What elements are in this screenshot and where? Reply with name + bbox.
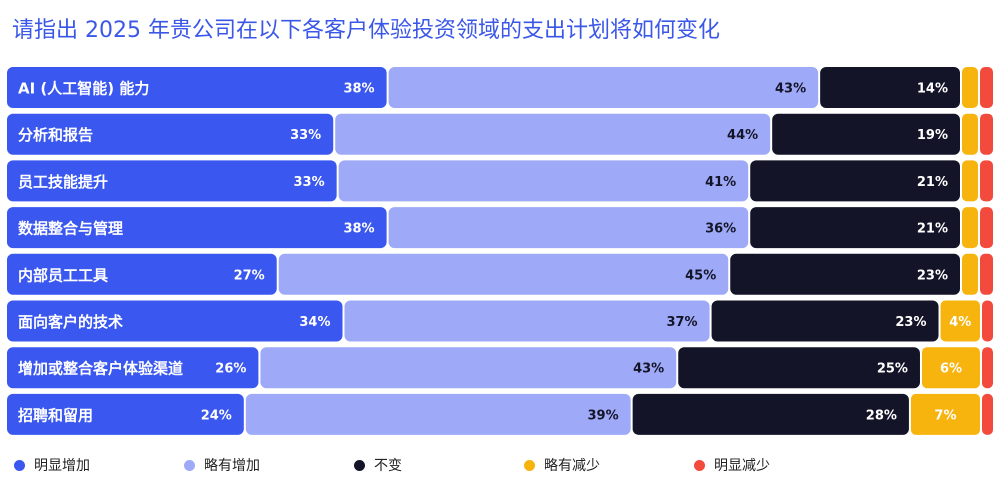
bar-strong-increase — [7, 393, 244, 435]
data-label: 33% — [294, 175, 325, 190]
bar-strong-decrease — [982, 347, 993, 389]
data-label: 6% — [940, 362, 962, 377]
stacked-bar-chart: 38% 43% 14% AI (人工智能) 能力 33% 44% 19% 分析和报告 33% 41… — [7, 67, 993, 435]
data-label: 44% — [727, 128, 758, 143]
chart-title: 请指出 2025 年贵公司在以下各客户体验投资领域的支出计划将如何变化 — [12, 18, 720, 43]
data-label: 41% — [705, 175, 736, 190]
legend-label: 明显增加 — [34, 458, 90, 474]
data-label: 33% — [290, 128, 321, 143]
bar-strong-decrease — [980, 160, 993, 202]
bar-strong-decrease — [982, 393, 993, 435]
data-label: 23% — [917, 268, 948, 283]
data-label: 39% — [588, 408, 619, 423]
data-label: 38% — [343, 222, 374, 237]
bar-strong-increase — [7, 347, 259, 389]
bar-no-change — [632, 393, 909, 435]
category-label: AI (人工智能) 能力 — [18, 80, 149, 98]
bar-slight-increase — [388, 67, 819, 108]
data-label: 21% — [917, 222, 948, 237]
legend-label: 略有增加 — [204, 458, 260, 474]
bar-strong-increase — [7, 67, 387, 108]
legend-item: 略有减少 — [524, 455, 694, 475]
bar-strong-decrease — [982, 300, 993, 342]
data-label: 7% — [934, 408, 956, 423]
bar-slight-decrease — [962, 160, 978, 202]
bar-slight-decrease — [962, 253, 978, 295]
legend-dot-icon — [354, 459, 365, 471]
bar-no-change — [750, 207, 960, 249]
legend-dot-icon — [694, 459, 705, 471]
data-label: 37% — [666, 315, 697, 330]
bar-no-change — [750, 160, 960, 202]
bar-slight-decrease — [962, 113, 978, 155]
data-label: 45% — [685, 268, 716, 283]
data-label: 25% — [877, 362, 908, 377]
bar-slight-increase — [388, 207, 749, 249]
bar-strong-increase — [7, 113, 334, 155]
data-label: 36% — [705, 222, 736, 237]
legend-item: 略有增加 — [184, 455, 354, 475]
bar-slight-increase — [260, 347, 677, 389]
data-label: 4% — [949, 315, 971, 330]
bar-no-change — [730, 253, 960, 295]
data-label: 14% — [917, 82, 948, 97]
bar-slight-decrease — [962, 207, 978, 249]
data-label: 38% — [343, 82, 374, 97]
category-label: 数据整合与管理 — [18, 220, 123, 238]
legend-label: 略有减少 — [544, 458, 600, 474]
data-label: 24% — [201, 408, 232, 423]
category-label: 内部员工工具 — [18, 266, 108, 284]
bar-slight-decrease — [921, 347, 980, 389]
bar-no-change — [678, 347, 920, 389]
bar-no-change — [772, 113, 960, 155]
data-label: 19% — [917, 128, 948, 143]
category-label: 增加或整合客户体验渠道 — [18, 360, 183, 378]
bar-no-change — [711, 300, 939, 342]
legend-item: 不变 — [354, 455, 524, 475]
bar-slight-decrease — [910, 393, 980, 435]
data-label: 26% — [215, 362, 246, 377]
legend-label: 不变 — [374, 458, 402, 474]
legend-label: 明显减少 — [714, 458, 770, 474]
category-label: 员工技能提升 — [18, 173, 108, 191]
bar-slight-increase — [344, 300, 710, 342]
bar-strong-decrease — [980, 207, 993, 249]
legend-item: 明显减少 — [694, 455, 864, 475]
category-label: 面向客户的技术 — [18, 313, 123, 331]
data-label: 27% — [234, 268, 265, 283]
bar-no-change — [820, 67, 960, 108]
data-label: 43% — [775, 82, 806, 97]
bar-strong-decrease — [980, 253, 993, 295]
bar-slight-increase — [245, 393, 631, 435]
bar-strong-increase — [7, 160, 337, 202]
bar-slight-decrease — [940, 300, 980, 342]
bar-slight-decrease — [962, 67, 978, 108]
category-label: 招聘和留用 — [18, 406, 93, 424]
bar-strong-increase — [7, 253, 277, 295]
data-label: 34% — [299, 315, 330, 330]
legend-item: 明显增加 — [14, 455, 184, 475]
bar-strong-decrease — [980, 113, 993, 155]
data-label: 43% — [633, 362, 664, 377]
data-label: 21% — [917, 175, 948, 190]
legend-dot-icon — [14, 459, 25, 471]
bar-strong-decrease — [980, 67, 993, 108]
legend-dot-icon — [184, 459, 195, 471]
data-label: 28% — [866, 408, 897, 423]
legend: 明显增加 略有增加 不变 略有减少 明显减少 — [14, 455, 864, 475]
category-label: 分析和报告 — [18, 126, 93, 144]
bar-strong-increase — [7, 207, 387, 249]
bar-strong-increase — [7, 300, 343, 342]
bar-slight-increase — [278, 253, 729, 295]
bar-slight-increase — [335, 113, 771, 155]
legend-dot-icon — [524, 459, 535, 471]
bar-slight-increase — [338, 160, 749, 202]
data-label: 23% — [895, 315, 926, 330]
